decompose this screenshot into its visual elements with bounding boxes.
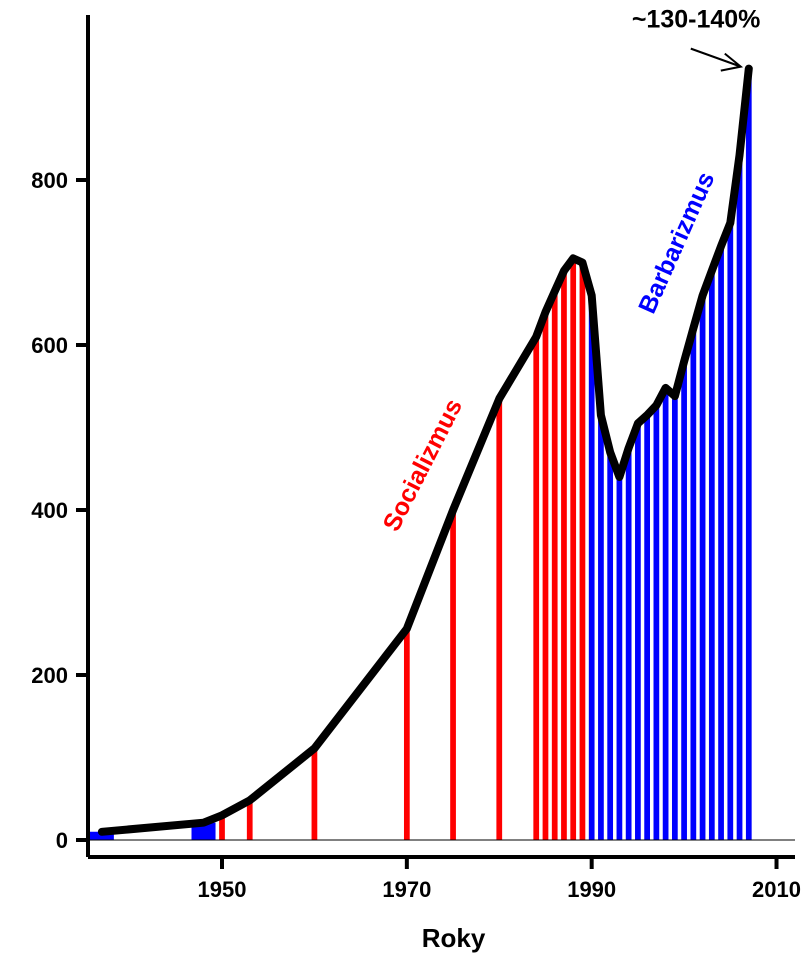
y-tick-label: 400	[31, 498, 68, 523]
y-tick-label: 0	[56, 828, 68, 853]
bars-layer	[89, 68, 752, 840]
annotation--130-140-: ~130-140%	[632, 5, 761, 33]
bar-1970	[403, 628, 410, 840]
bar-2006	[736, 155, 743, 840]
y-tick-label: 200	[31, 663, 68, 688]
bar-1975	[450, 510, 456, 840]
bar-2000	[681, 361, 687, 840]
x-tick-label: 1990	[567, 877, 616, 902]
bar-1987	[561, 270, 567, 840]
bar-1996	[644, 415, 650, 840]
annotation-barbarizmus: Barbarizmus	[633, 168, 720, 318]
bar-1993	[616, 477, 623, 840]
bar-1986	[551, 291, 558, 840]
x-ticks: 1950 1970 1990 2010	[198, 857, 801, 902]
bar-2005	[727, 222, 734, 840]
bar-2001	[690, 328, 697, 840]
x-axis-title: Roky	[422, 923, 486, 953]
y-tick-label: 600	[31, 333, 68, 358]
x-tick-label: 1950	[198, 877, 247, 902]
bar-2003	[708, 270, 715, 840]
bar-1990	[588, 295, 595, 840]
bar-1950	[219, 815, 225, 840]
bar-2002	[699, 295, 706, 840]
bar-1988	[570, 258, 577, 840]
bar-1997	[653, 405, 660, 840]
bar-2007	[745, 68, 752, 840]
y-ticks: 0 200 400 600 800	[31, 168, 88, 853]
bar-2004	[718, 246, 724, 840]
bar-1985	[542, 312, 549, 840]
annotation-arrow	[690, 47, 744, 72]
bar-1994	[625, 448, 632, 840]
bar-1989	[579, 262, 586, 840]
series-line	[97, 64, 753, 836]
bar-1992	[607, 452, 614, 840]
bar-1998	[662, 387, 669, 840]
bar-1995	[635, 423, 641, 840]
bar-1953	[246, 800, 253, 840]
x-tick-label: 1970	[382, 877, 431, 902]
bar-1960	[311, 748, 318, 840]
bar-1984	[533, 336, 540, 840]
bar-1999	[671, 396, 678, 840]
x-tick-label: 2010	[752, 877, 801, 902]
bar-1937	[89, 831, 114, 840]
bar-1980	[496, 398, 503, 840]
y-tick-label: 800	[31, 168, 68, 193]
bar-1991	[598, 415, 604, 840]
